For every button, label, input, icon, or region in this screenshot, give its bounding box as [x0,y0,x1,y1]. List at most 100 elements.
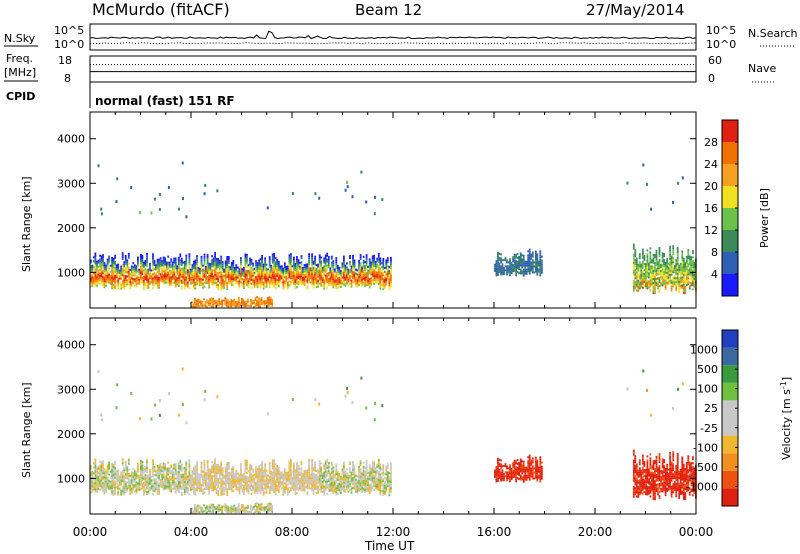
velocity-cell [153,482,156,485]
power-heatmap [90,161,697,308]
power-cell [150,275,153,278]
velocity-cell [227,480,230,483]
power-cell [681,250,684,253]
power-cell [685,280,688,283]
velocity-cell [188,493,191,496]
power-cell [253,283,256,286]
power-cell [367,273,369,276]
power-cell [109,278,112,281]
power-cell [637,283,640,286]
power-cell [105,280,107,283]
power-cell [147,272,150,275]
velocity-cell [196,485,198,488]
velocity-cell [135,483,138,486]
power-cell [524,264,527,267]
power-cell [324,266,327,269]
power-cell [256,268,259,271]
power-cell [161,262,163,265]
power-cell [681,272,684,275]
power-cell [193,270,195,273]
velocity-cell [170,476,173,479]
power-cell [117,271,120,274]
velocity-cell [188,469,191,472]
power-cell [156,282,159,285]
power-cell [238,297,240,300]
velocity-cell [230,484,233,487]
power-cell [215,284,218,286]
power-cell [690,284,693,287]
velocity-cell [221,475,224,478]
power-cell [386,279,389,282]
power-cell [218,265,221,268]
power-cell [534,262,537,265]
power-cell [684,264,687,267]
power-cell [358,277,360,280]
power-cell [347,276,350,279]
power-cell [346,262,348,265]
power-cell [330,281,333,284]
velocity-cell [209,468,212,471]
power-cell [211,281,213,284]
velocity-cell [191,472,194,475]
power-cell [209,302,211,305]
power-cell [220,273,223,276]
power-cell [112,258,115,260]
velocity-cell [246,489,248,492]
power-cell [382,268,385,271]
velocity-cell [114,460,116,463]
velocity-cell [162,486,165,489]
velocity-cell [205,484,207,486]
velocity-cell [206,459,209,462]
power-cell [249,261,251,264]
power-cell [90,273,92,276]
power-cell [106,258,109,261]
velocity-cell [162,466,165,469]
velocity-cell [249,485,251,488]
power-cell [174,265,177,268]
power-cell [147,286,150,289]
power-cell [114,270,116,273]
power-cell [167,263,170,266]
velocity-cell [94,462,97,465]
power-cell [156,258,159,261]
power-cell [512,270,514,273]
power-cell [324,274,327,277]
power-cell [669,253,671,256]
power-cell [368,284,371,287]
power-cell [220,265,223,268]
power-cell [518,260,520,262]
velocity-cell [149,489,151,491]
velocity-cell [221,473,224,476]
power-cell [93,266,95,269]
velocity-cell [196,489,198,492]
power-cell [217,284,220,287]
velocity-cell [127,460,130,463]
velocity-cell [194,489,197,492]
power-cell [649,277,652,280]
power-cell [137,268,139,271]
power-cell [663,271,665,274]
power-cell [130,281,133,284]
velocity-cell [120,475,123,478]
velocity-cell [188,479,191,482]
power-cell [340,285,342,288]
power-cell [314,281,316,284]
power-cell [183,281,186,283]
power-cell [632,243,635,246]
velocity-cell [152,485,154,488]
power-cell [149,270,151,273]
power-cell [152,259,154,262]
power-cell [503,273,505,276]
power-cell [144,274,147,277]
power-cell [274,261,277,264]
power-cell [498,258,501,261]
power-cell [382,266,385,268]
power-cell [688,261,691,264]
velocity-cell [265,473,268,476]
velocity-cell [255,466,257,469]
velocity-cell [112,472,115,475]
power-cell [324,254,327,257]
power-cell [646,279,649,282]
power-cell [196,281,198,284]
velocity-cell [243,491,245,493]
